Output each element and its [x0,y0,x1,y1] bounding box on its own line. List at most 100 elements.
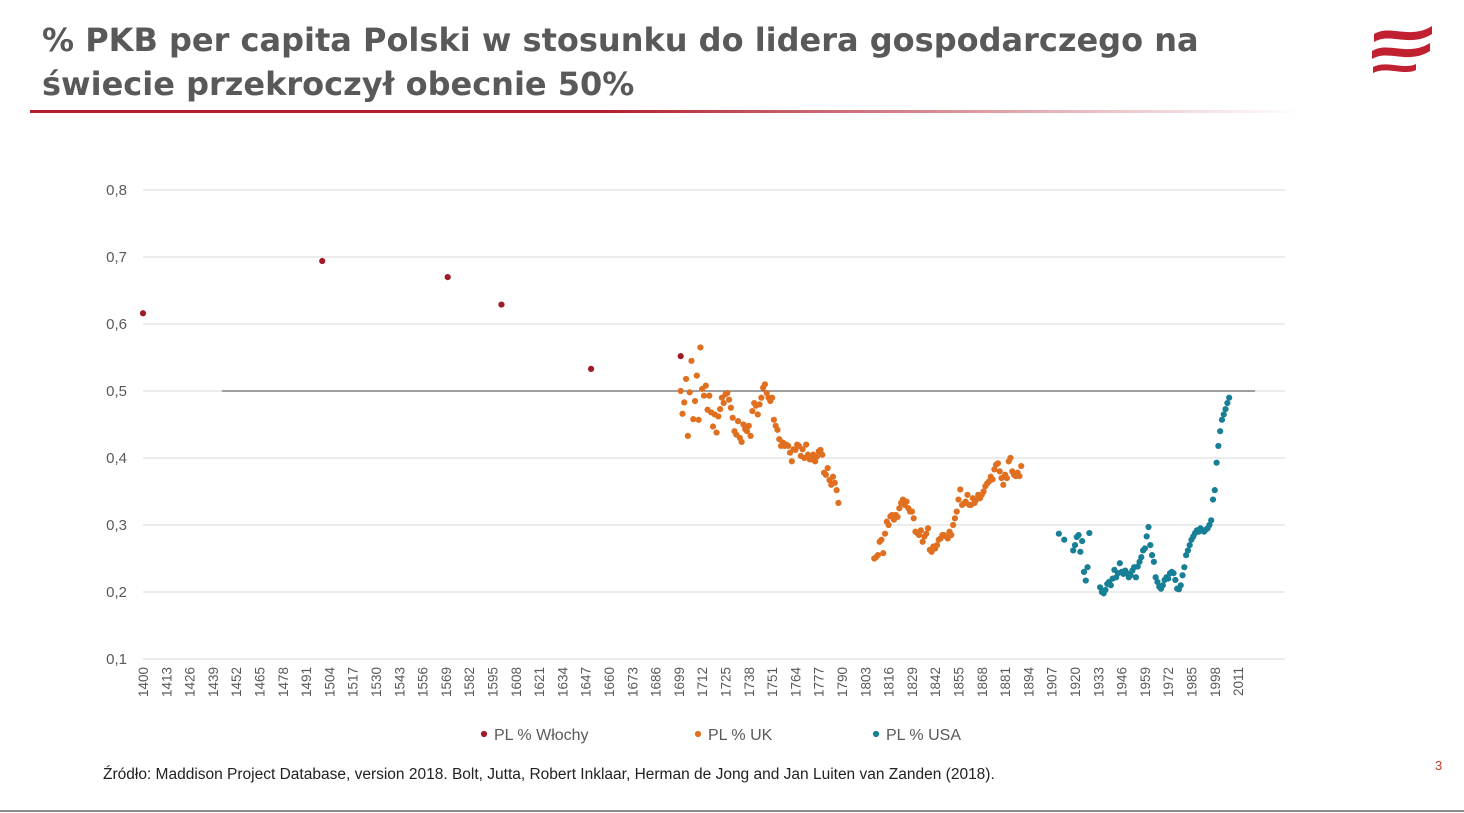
page-number: 3 [1435,758,1443,773]
data-point [444,274,451,281]
data-point [139,310,147,317]
data-point [758,394,765,401]
x-tick-label: 1595 [486,667,501,697]
data-point [1003,475,1010,482]
data-point [1154,578,1161,586]
x-tick-label: 1816 [882,667,897,697]
x-tick-label: 1751 [765,667,780,697]
data-point [1148,552,1156,559]
data-point [740,421,747,428]
legend-marker [872,730,880,738]
data-point [819,451,826,458]
data-point [933,542,941,549]
data-point [1107,582,1114,589]
data-point [729,414,736,421]
data-point [1116,560,1123,567]
data-point [1134,563,1141,570]
data-point [1206,521,1213,529]
data-point [1016,472,1023,480]
data-point [880,550,887,557]
x-tick-label: 1569 [439,667,454,697]
data-point [677,387,684,395]
data-point [1077,548,1084,555]
data-point [1138,554,1145,561]
data-point [803,441,810,448]
data-point [788,458,795,465]
y-axis-tick-labels: 0,1 0,2 0,3 0,4 0,5 0,6 0,7 0,8 [106,182,127,668]
data-point [1213,459,1220,466]
data-point [1082,577,1089,584]
data-point [1152,574,1159,581]
data-point [924,525,932,532]
data-point [804,451,812,458]
data-point [1222,405,1229,413]
data-point [761,381,769,388]
x-tick-label: 1764 [788,667,803,698]
x-tick-label: 1686 [649,667,664,697]
data-point [749,408,756,415]
data-point [1079,537,1086,545]
data-point [756,401,763,408]
data-points [139,257,1233,597]
data-point [896,505,903,512]
data-point [923,530,930,537]
x-tick-label: 1621 [532,667,547,697]
data-point [1226,394,1233,401]
data-point [885,521,892,529]
legend-label: PL % UK [708,727,773,744]
data-point [763,389,770,397]
data-point [709,423,717,430]
data-point [948,531,955,539]
data-point [955,496,962,503]
data-point [1080,568,1088,576]
data-point [831,479,838,486]
data-point [724,389,731,397]
data-point [1177,582,1184,589]
data-point [1159,582,1166,589]
data-point [1096,584,1104,591]
data-point [319,257,326,265]
x-tick-label: 1959 [1138,667,1153,697]
legend-label: PL % Włochy [494,727,589,744]
data-point [1127,572,1134,579]
data-point [817,446,824,454]
data-point [720,399,727,407]
data-point [754,411,761,418]
data-point [734,418,742,425]
data-point [1084,564,1091,571]
data-point [1102,586,1109,594]
x-tick-label: 1907 [1045,667,1060,697]
x-tick-label: 1426 [183,667,198,697]
data-point [587,365,595,372]
x-tick-label: 1413 [159,667,174,697]
data-point [1209,496,1217,503]
data-point [706,392,713,399]
data-point [682,375,690,383]
y-tick-label: 0,8 [106,182,127,199]
data-point [1000,481,1007,488]
data-point [894,513,901,521]
data-point [1141,545,1148,552]
data-point [700,392,708,399]
x-tick-label: 1972 [1161,667,1176,697]
data-point [747,432,754,439]
data-point [1147,542,1154,549]
x-tick-label: 1400 [136,667,151,697]
data-point [1208,517,1215,524]
data-point [702,382,709,389]
data-point [792,446,799,454]
data-point [989,476,996,483]
x-tick-label: 2011 [1231,667,1246,696]
legend-marker [480,730,488,738]
data-point [874,552,881,559]
data-point [684,432,691,439]
data-point [1224,399,1231,407]
data-point [950,521,957,529]
data-point [738,438,745,446]
y-tick-label: 0,4 [106,450,127,467]
data-point [725,396,733,403]
x-tick-label: 1530 [369,667,384,697]
data-point [835,499,842,506]
data-point [951,515,959,522]
